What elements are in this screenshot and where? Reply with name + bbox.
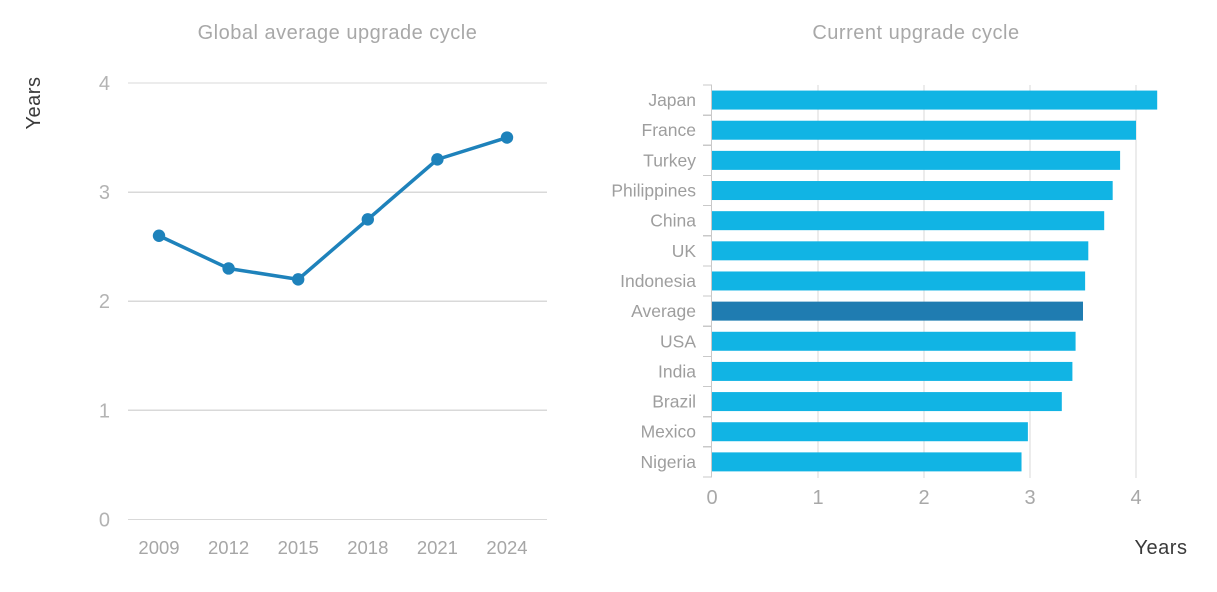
category-label-brazil: Brazil <box>652 392 696 412</box>
category-label-nigeria: Nigeria <box>641 452 697 472</box>
data-point-2021 <box>431 153 444 166</box>
data-point-2015 <box>292 273 305 286</box>
line-chart-title: Global average upgrade cycle <box>197 22 478 44</box>
bar-nigeria <box>712 452 1022 472</box>
bar-usa <box>712 331 1076 351</box>
data-point-2012 <box>222 262 235 275</box>
x-tick-label-2012: 2012 <box>208 537 249 558</box>
x-tick-label-2018: 2018 <box>347 537 388 558</box>
category-label-china: China <box>650 211 696 231</box>
category-label-indonesia: Indonesia <box>620 271 696 291</box>
y-tick-label-4: 4 <box>99 73 110 95</box>
x-tick-label-2021: 2021 <box>417 537 458 558</box>
bar-philippines <box>712 181 1113 201</box>
y-tick-label-1: 1 <box>99 400 110 422</box>
x-tick-label-2015: 2015 <box>278 537 319 558</box>
bar-france <box>712 120 1136 140</box>
bar-uk <box>712 241 1089 261</box>
bar-india <box>712 361 1073 381</box>
y-axis-title-years: Years <box>23 76 45 130</box>
bar-indonesia <box>712 271 1086 291</box>
x-axis-title-years: Years <box>1134 537 1188 559</box>
data-point-2024 <box>500 131 514 144</box>
bar-average <box>712 301 1083 321</box>
category-label-japan: Japan <box>648 90 696 110</box>
bar-mexico <box>712 422 1028 442</box>
x-tick-label-2009: 2009 <box>138 537 179 558</box>
category-label-turkey: Turkey <box>643 150 696 170</box>
bar-brazil <box>712 392 1062 412</box>
y-tick-label-3: 3 <box>99 182 110 204</box>
x-tick-label-3: 3 <box>1024 487 1035 509</box>
y-tick-label-2: 2 <box>99 291 110 313</box>
x-tick-label-0: 0 <box>706 487 717 509</box>
x-tick-label-2024: 2024 <box>486 537 527 558</box>
category-label-france: France <box>642 120 696 140</box>
data-point-2018 <box>361 213 374 226</box>
x-tick-label-4: 4 <box>1130 487 1141 509</box>
y-tick-label-0: 0 <box>99 509 110 531</box>
category-label-uk: UK <box>672 241 697 261</box>
category-label-usa: USA <box>660 331 696 351</box>
category-label-india: India <box>658 361 696 381</box>
data-point-2009 <box>152 229 166 242</box>
bar-china <box>712 211 1105 231</box>
bar-chart-title: Current upgrade cycle <box>812 22 1020 44</box>
trend-line <box>157 135 509 282</box>
category-label-philippines: Philippines <box>611 181 696 201</box>
category-label-average: Average <box>631 301 696 321</box>
bar-turkey <box>712 150 1121 170</box>
x-tick-label-1: 1 <box>812 487 823 509</box>
bar-japan <box>712 90 1158 110</box>
x-tick-label-2: 2 <box>918 487 929 509</box>
category-label-mexico: Mexico <box>641 422 696 442</box>
